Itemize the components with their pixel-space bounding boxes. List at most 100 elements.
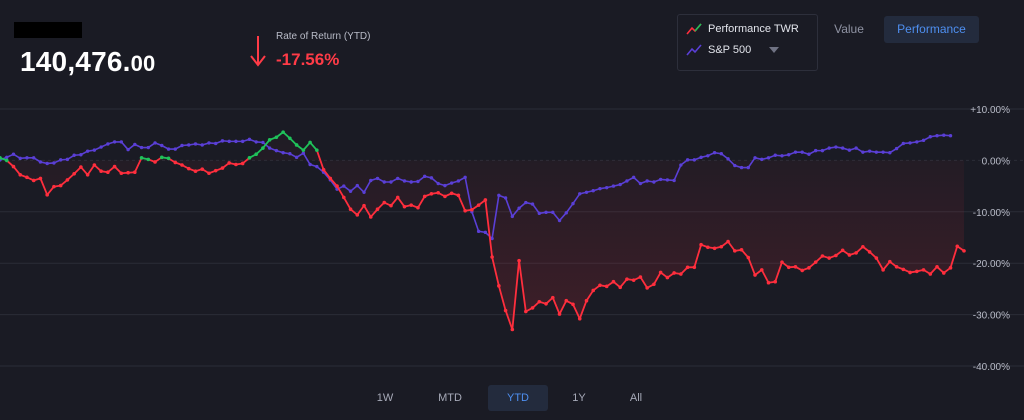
sp500-point [402,179,407,183]
sp500-point [766,156,771,160]
performance-point [106,170,110,175]
performance-point [261,146,265,150]
sp500-point [294,155,299,160]
range-all-button[interactable]: All [629,392,643,404]
sp500-point [348,189,353,193]
performance-point [301,148,306,152]
performance-point [658,270,663,275]
performance-point [355,213,360,217]
performance-point [463,208,467,213]
sp500-point [699,155,703,160]
sp500-point [58,158,63,162]
value-toggle-button[interactable]: Value [834,22,864,36]
trend-line-icon [686,44,702,56]
sp500-point [847,148,852,152]
series-segment-performance [578,299,588,320]
series-segment-performance [322,168,332,180]
sp500-point [436,181,440,186]
performance-point [200,167,205,171]
sp500-point [443,183,447,188]
sp500-point [112,140,117,144]
series-segment-performance [585,289,595,302]
range-1w-button[interactable]: 1W [376,392,394,404]
performance-point [524,309,528,314]
sp500-point [490,236,494,241]
y-tick-label: 0.00% [982,156,1010,167]
series-segment-performance [747,256,756,276]
performance-point [888,259,892,264]
performance-point [18,172,23,177]
sp500-point [658,177,663,182]
sp500-point [652,180,656,184]
performance-toggle-button[interactable]: Performance [884,16,979,43]
series-segment-performance [558,299,568,315]
performance-point [665,275,670,280]
performance-point [139,156,144,160]
performance-point [416,205,420,210]
performance-point [429,192,434,196]
sp500-point [827,146,831,150]
legend-item-performance[interactable]: Performance TWR [686,23,799,35]
series-segment-performance [356,204,365,216]
performance-point [598,283,602,288]
performance-point [921,268,926,272]
performance-point [604,284,609,289]
sp500-point [133,142,137,147]
sp500-point [288,152,292,156]
caret-down-icon[interactable] [769,47,780,53]
series-segment-performance [86,164,96,176]
sp500-point [787,153,791,157]
series-segment-performance [336,185,345,199]
performance-point [861,244,865,249]
range-ytd-button[interactable]: YTD [488,385,548,411]
sp500-point [530,202,535,206]
sp500-point [32,156,36,160]
performance-point [766,280,771,285]
sp500-point [267,146,272,150]
series-segment-performance [760,268,770,284]
range-mtd-button[interactable]: MTD [438,392,462,404]
performance-point [443,194,447,199]
performance-point [759,268,764,272]
sp500-point [463,175,467,180]
performance-point [881,268,885,272]
sp500-point [564,211,568,215]
sp500-point [247,137,252,142]
series-segment-performance [491,256,500,287]
sp500-point [65,157,70,162]
sp500-point [173,147,177,151]
sp500-point [861,150,865,154]
performance-point [901,267,906,272]
sp500-point [18,156,22,161]
range-1y-button[interactable]: 1Y [572,392,586,404]
series-segment-performance [417,195,426,209]
y-tick-label: -30.00% [973,311,1010,322]
sp500-point [537,211,542,216]
performance-point [119,171,124,176]
performance-point [476,203,481,207]
performance-point [288,136,292,141]
legend-item-sp500[interactable]: S&P 500 [686,44,780,56]
sp500-point [139,145,144,150]
performance-point [449,191,454,196]
series-segment-performance [133,156,143,174]
performance-point [85,172,90,177]
sp500-point [921,138,926,143]
series-segment-performance [39,177,49,196]
performance-point [894,264,899,269]
sp500-point [712,150,717,155]
series-segment-performance [875,257,885,271]
series-segment-performance [774,261,783,283]
sp500-point [719,152,724,156]
performance-point [577,316,582,321]
sp500-point [928,135,932,139]
series-segment-performance [504,309,514,331]
performance-point [672,271,676,275]
sp500-point [429,176,434,180]
performance-point [382,200,387,205]
performance-point [456,193,461,198]
performance-point [584,298,589,303]
sp500-point [739,165,744,170]
performance-point [240,161,245,166]
performance-point [362,203,366,208]
